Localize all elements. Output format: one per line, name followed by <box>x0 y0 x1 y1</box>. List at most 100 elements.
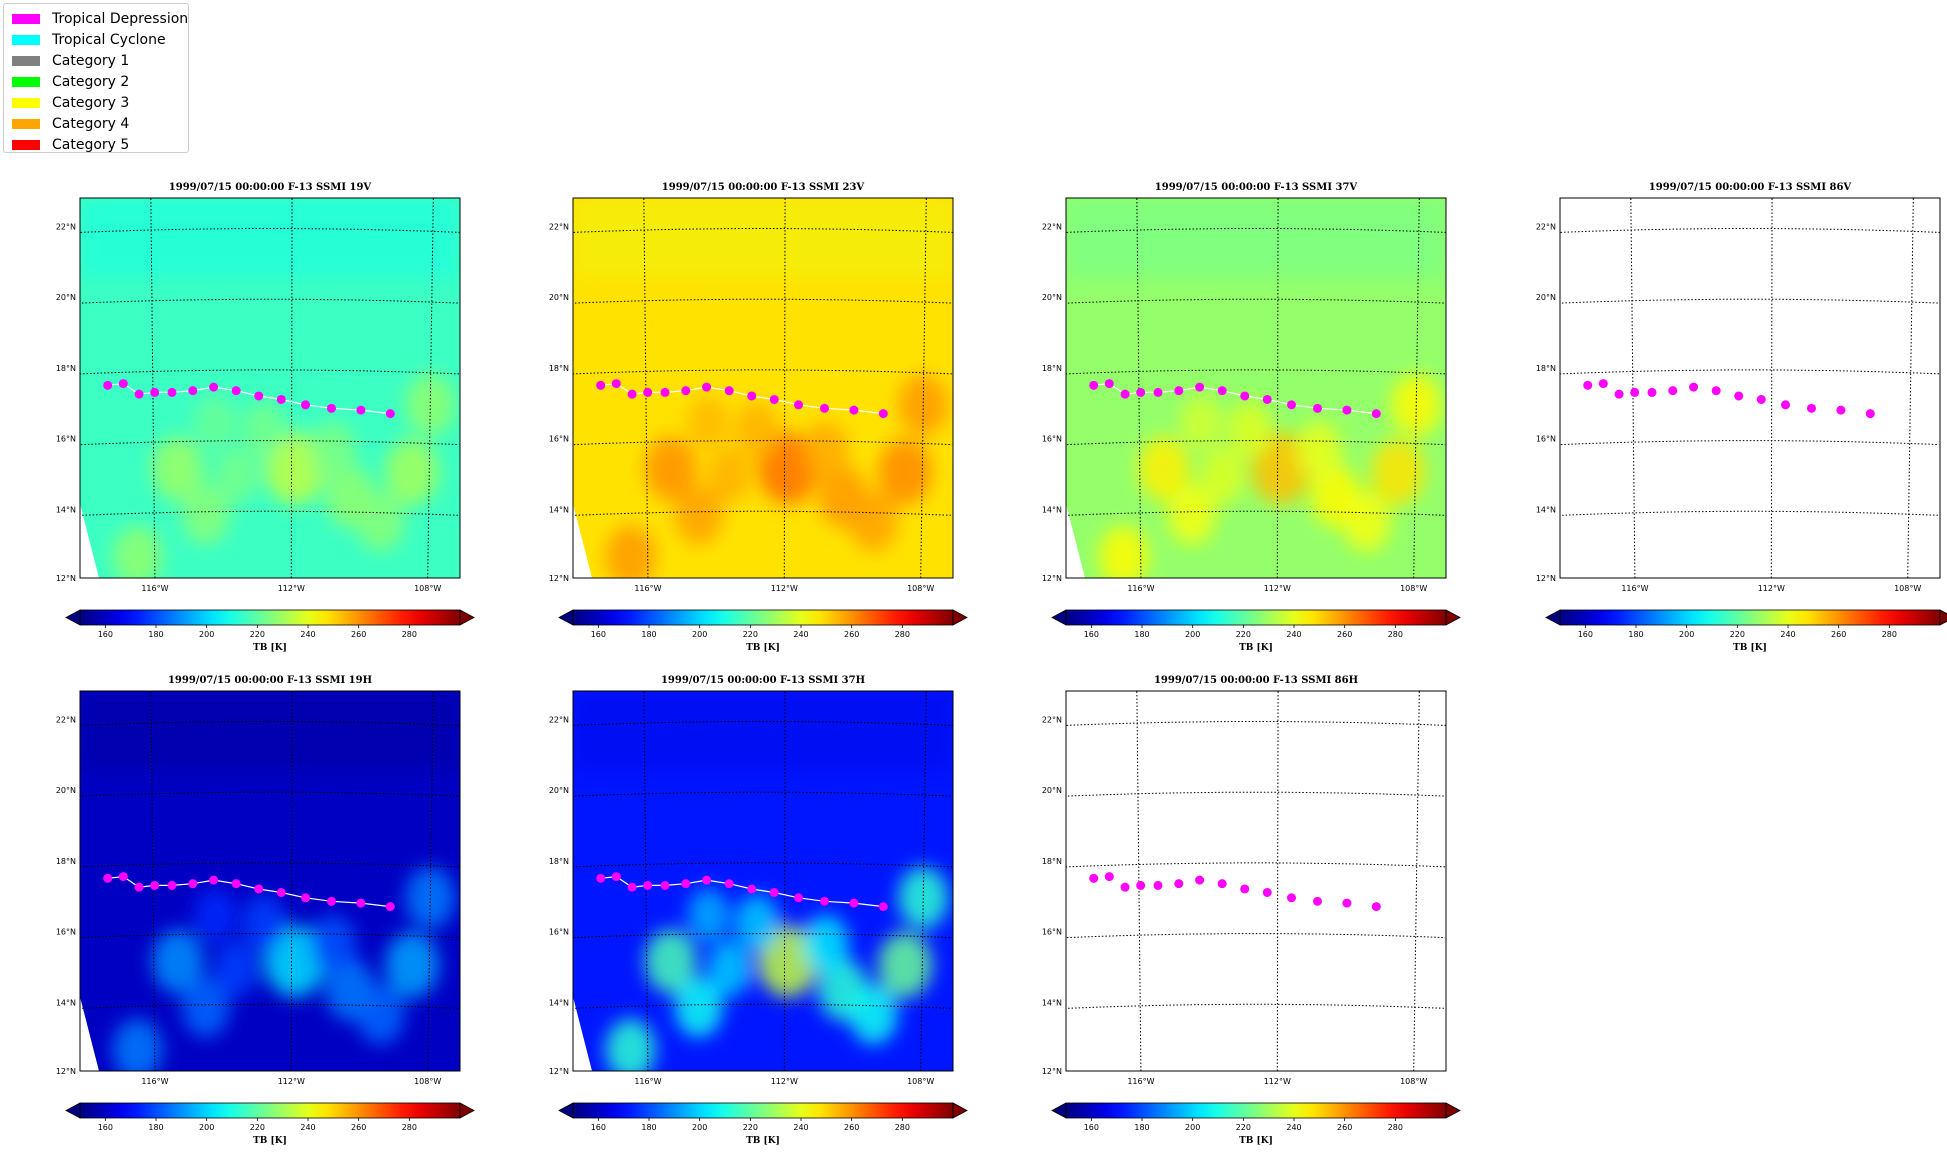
colorbar-label: TB [K] <box>746 1136 780 1146</box>
colorbar-tick-label: 180 <box>641 630 656 639</box>
legend-swatch <box>12 98 40 108</box>
lon-tick-label: 116°W <box>141 584 168 593</box>
colorbar-tick-label: 240 <box>300 630 315 639</box>
tb-cell <box>181 484 230 545</box>
lat-tick-label: 14°N <box>549 505 569 514</box>
track-point <box>1217 386 1227 396</box>
colorbar-tick-label: 220 <box>1730 630 1745 639</box>
graticule <box>1066 691 1446 1079</box>
lat-tick-label: 22°N <box>549 716 569 725</box>
tb-cell <box>1371 438 1426 505</box>
parallel-line <box>80 228 460 233</box>
tb-field <box>573 691 953 1071</box>
panel-title: 1999/07/15 00:00:00 F-13 SSMI 37V <box>1155 182 1358 193</box>
parallel-line <box>576 582 949 586</box>
parallel-line <box>1066 369 1446 375</box>
lat-tick-label: 16°N <box>549 928 569 937</box>
parallel-line <box>573 369 953 375</box>
colorbar-extend-max <box>952 609 968 626</box>
parallel-line <box>1069 1075 1442 1079</box>
track-point <box>681 386 691 396</box>
track-point <box>596 380 606 390</box>
tb-cell <box>573 198 953 278</box>
panel-title: 1999/07/15 00:00:00 F-13 SSMI 37H <box>661 675 865 686</box>
legend-label: Tropical Cyclone <box>52 32 166 48</box>
swath-gap <box>573 996 592 1071</box>
lat-tick-label: 18°N <box>1042 857 1062 866</box>
lat-tick-label: 16°N <box>1042 928 1062 937</box>
track-point <box>1287 893 1297 903</box>
colorbar-tick-label: 220 <box>1236 1123 1251 1132</box>
colorbar-extend-min <box>65 1102 81 1119</box>
meridian-line <box>1770 198 1773 578</box>
map-panel: 1999/07/15 00:00:00 F-13 SSMI 19V 22°N 20°… <box>56 182 475 653</box>
track-point <box>167 880 177 890</box>
lat-tick-label: 16°N <box>56 435 76 444</box>
track-point <box>794 893 804 903</box>
colorbar-frame <box>79 609 461 626</box>
parallel-line <box>573 228 953 233</box>
parallel-line <box>1066 791 1446 797</box>
track-point <box>1136 387 1146 397</box>
colorbar-tick-label: 280 <box>895 630 910 639</box>
track-point <box>1153 880 1163 890</box>
colorbar-label: TB [K] <box>253 643 287 653</box>
lat-tick-label: 22°N <box>1042 223 1062 232</box>
tb-cell <box>687 395 730 450</box>
meridian-line <box>1276 691 1279 1071</box>
track-point <box>167 387 177 397</box>
meridian-line <box>290 691 293 1071</box>
tb-cell <box>1391 373 1442 436</box>
parallel-line <box>1560 369 1940 375</box>
tb-cell <box>405 866 456 929</box>
track-point <box>103 380 113 390</box>
lat-tick-label: 16°N <box>1042 435 1062 444</box>
lat-tick-label: 12°N <box>549 574 569 583</box>
map-panel: 1999/07/15 00:00:00 F-13 SSMI 37V 22°N 20°… <box>1042 182 1461 653</box>
track-point <box>385 409 395 419</box>
lat-tick-label: 12°N <box>549 1067 569 1076</box>
tb-field <box>80 198 460 578</box>
tb-cell <box>356 491 405 552</box>
track-point <box>1240 391 1250 401</box>
track-point <box>254 884 264 894</box>
colorbar: 160 180 200 220 240 260 280 TB [K] <box>65 1102 475 1146</box>
track-point <box>1614 389 1624 399</box>
track-point <box>611 379 621 389</box>
track-point <box>1104 379 1114 389</box>
meridian-line <box>1136 198 1142 578</box>
tb-anomalies <box>605 866 949 1071</box>
legend-swatch <box>12 140 40 150</box>
parallel-line <box>573 298 953 304</box>
map-frame <box>1559 197 1941 579</box>
parallel-line <box>1066 721 1446 726</box>
track-point <box>276 394 286 404</box>
colorbar-gradient <box>1066 1103 1446 1118</box>
tb-cell <box>405 373 456 436</box>
tb-cell <box>356 984 405 1045</box>
tb-cell <box>674 977 723 1038</box>
colorbar-tick-label: 180 <box>148 630 163 639</box>
track-point <box>1136 880 1146 890</box>
lon-tick-label: 108°W <box>1400 584 1427 593</box>
track-point <box>1089 873 1099 883</box>
lon-tick-label: 112°W <box>278 584 305 593</box>
colorbar-tick-label: 180 <box>1628 630 1643 639</box>
parallel-line <box>1562 510 1938 516</box>
lat-tick-label: 20°N <box>56 786 76 795</box>
tb-cell <box>573 691 953 771</box>
tb-cell <box>1167 484 1216 545</box>
track-point <box>134 389 144 399</box>
colorbar: 160 180 200 220 240 260 280 TB [K] <box>1545 609 1947 653</box>
meridian-line <box>427 691 434 1071</box>
track-point <box>1756 394 1766 404</box>
lat-tick-label: 14°N <box>56 505 76 514</box>
track-point <box>209 875 219 885</box>
track-point <box>254 391 264 401</box>
lat-tick-label: 20°N <box>1536 293 1556 302</box>
graticule <box>1066 198 1446 578</box>
track-point <box>326 403 336 413</box>
track-point <box>231 386 241 396</box>
lat-tick-label: 16°N <box>549 435 569 444</box>
track-point <box>627 882 637 892</box>
